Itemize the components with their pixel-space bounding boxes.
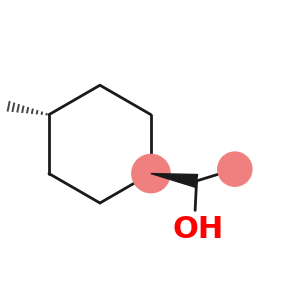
Circle shape — [218, 152, 252, 186]
Polygon shape — [151, 174, 198, 187]
Circle shape — [132, 154, 170, 193]
Text: OH: OH — [172, 215, 224, 244]
